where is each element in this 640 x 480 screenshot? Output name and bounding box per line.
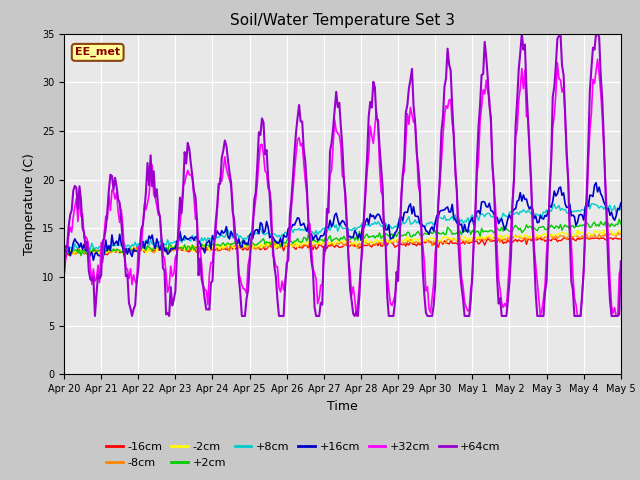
+16cm (379, 220, 387, 226)
-8cm (77, 250, 85, 256)
+2cm (616, 216, 623, 222)
+32cm (397, 191, 405, 197)
+8cm (550, 201, 558, 207)
+2cm (76, 247, 83, 252)
-2cm (379, 238, 387, 243)
+16cm (76, 244, 83, 250)
+64cm (60, 272, 68, 277)
-2cm (60, 247, 68, 253)
-16cm (552, 236, 559, 241)
+8cm (584, 198, 592, 204)
+8cm (379, 223, 387, 229)
+8cm (397, 222, 405, 228)
+8cm (165, 242, 173, 248)
Title: Soil/Water Temperature Set 3: Soil/Water Temperature Set 3 (230, 13, 455, 28)
+2cm (397, 233, 405, 239)
-2cm (69, 252, 77, 258)
-16cm (525, 235, 533, 241)
+64cm (397, 199, 405, 205)
-8cm (550, 235, 558, 241)
-8cm (617, 231, 625, 237)
+16cm (90, 257, 97, 263)
-2cm (165, 246, 173, 252)
-16cm (379, 243, 387, 249)
+8cm (76, 242, 83, 248)
-16cm (617, 236, 625, 242)
+2cm (617, 221, 625, 227)
+64cm (379, 184, 387, 190)
+32cm (164, 289, 172, 295)
+16cm (592, 180, 600, 186)
+2cm (77, 253, 85, 259)
+64cm (91, 313, 99, 319)
+8cm (410, 219, 417, 225)
+64cm (552, 63, 559, 69)
+32cm (594, 56, 602, 62)
Line: -16cm: -16cm (64, 238, 621, 255)
Line: -2cm: -2cm (64, 229, 621, 255)
+32cm (353, 313, 360, 319)
+64cm (518, 31, 525, 36)
-2cm (617, 229, 625, 235)
+2cm (379, 233, 387, 239)
-2cm (397, 239, 405, 245)
+16cm (410, 204, 417, 210)
+8cm (83, 250, 91, 255)
-8cm (410, 240, 417, 246)
+2cm (550, 226, 558, 231)
+16cm (617, 200, 625, 206)
+32cm (60, 273, 68, 279)
-16cm (76, 250, 83, 256)
-16cm (397, 241, 405, 247)
+16cm (550, 188, 558, 194)
+2cm (410, 232, 417, 238)
-2cm (550, 232, 558, 238)
-8cm (397, 239, 405, 245)
Line: +64cm: +64cm (64, 34, 621, 316)
+64cm (410, 103, 417, 108)
-16cm (134, 252, 142, 258)
+32cm (379, 192, 387, 198)
-8cm (379, 241, 387, 247)
+32cm (550, 113, 558, 119)
+2cm (165, 241, 173, 247)
X-axis label: Time: Time (327, 400, 358, 413)
+8cm (617, 205, 625, 211)
Line: +2cm: +2cm (64, 219, 621, 256)
-2cm (77, 249, 85, 255)
+64cm (617, 259, 625, 264)
+2cm (60, 251, 68, 256)
-8cm (165, 246, 173, 252)
-8cm (614, 229, 621, 235)
+16cm (165, 250, 173, 256)
+32cm (410, 119, 417, 125)
-16cm (165, 249, 173, 254)
+64cm (165, 313, 173, 319)
+16cm (397, 214, 405, 219)
Y-axis label: Temperature (C): Temperature (C) (23, 153, 36, 255)
+16cm (60, 247, 68, 253)
Line: +8cm: +8cm (64, 201, 621, 252)
+8cm (60, 243, 68, 249)
-2cm (410, 235, 417, 241)
-8cm (63, 251, 71, 257)
Legend: -16cm, -8cm, -2cm, +2cm, +8cm, +16cm, +32cm, +64cm: -16cm, -8cm, -2cm, +2cm, +8cm, +16cm, +3… (102, 438, 505, 472)
+32cm (76, 192, 83, 198)
+64cm (76, 183, 83, 189)
Text: EE_met: EE_met (75, 47, 120, 58)
Line: +16cm: +16cm (64, 183, 621, 260)
-16cm (410, 242, 417, 248)
-2cm (573, 227, 581, 232)
-8cm (60, 248, 68, 253)
-16cm (60, 249, 68, 255)
+32cm (617, 266, 625, 272)
Line: -8cm: -8cm (64, 232, 621, 254)
Line: +32cm: +32cm (64, 59, 621, 316)
